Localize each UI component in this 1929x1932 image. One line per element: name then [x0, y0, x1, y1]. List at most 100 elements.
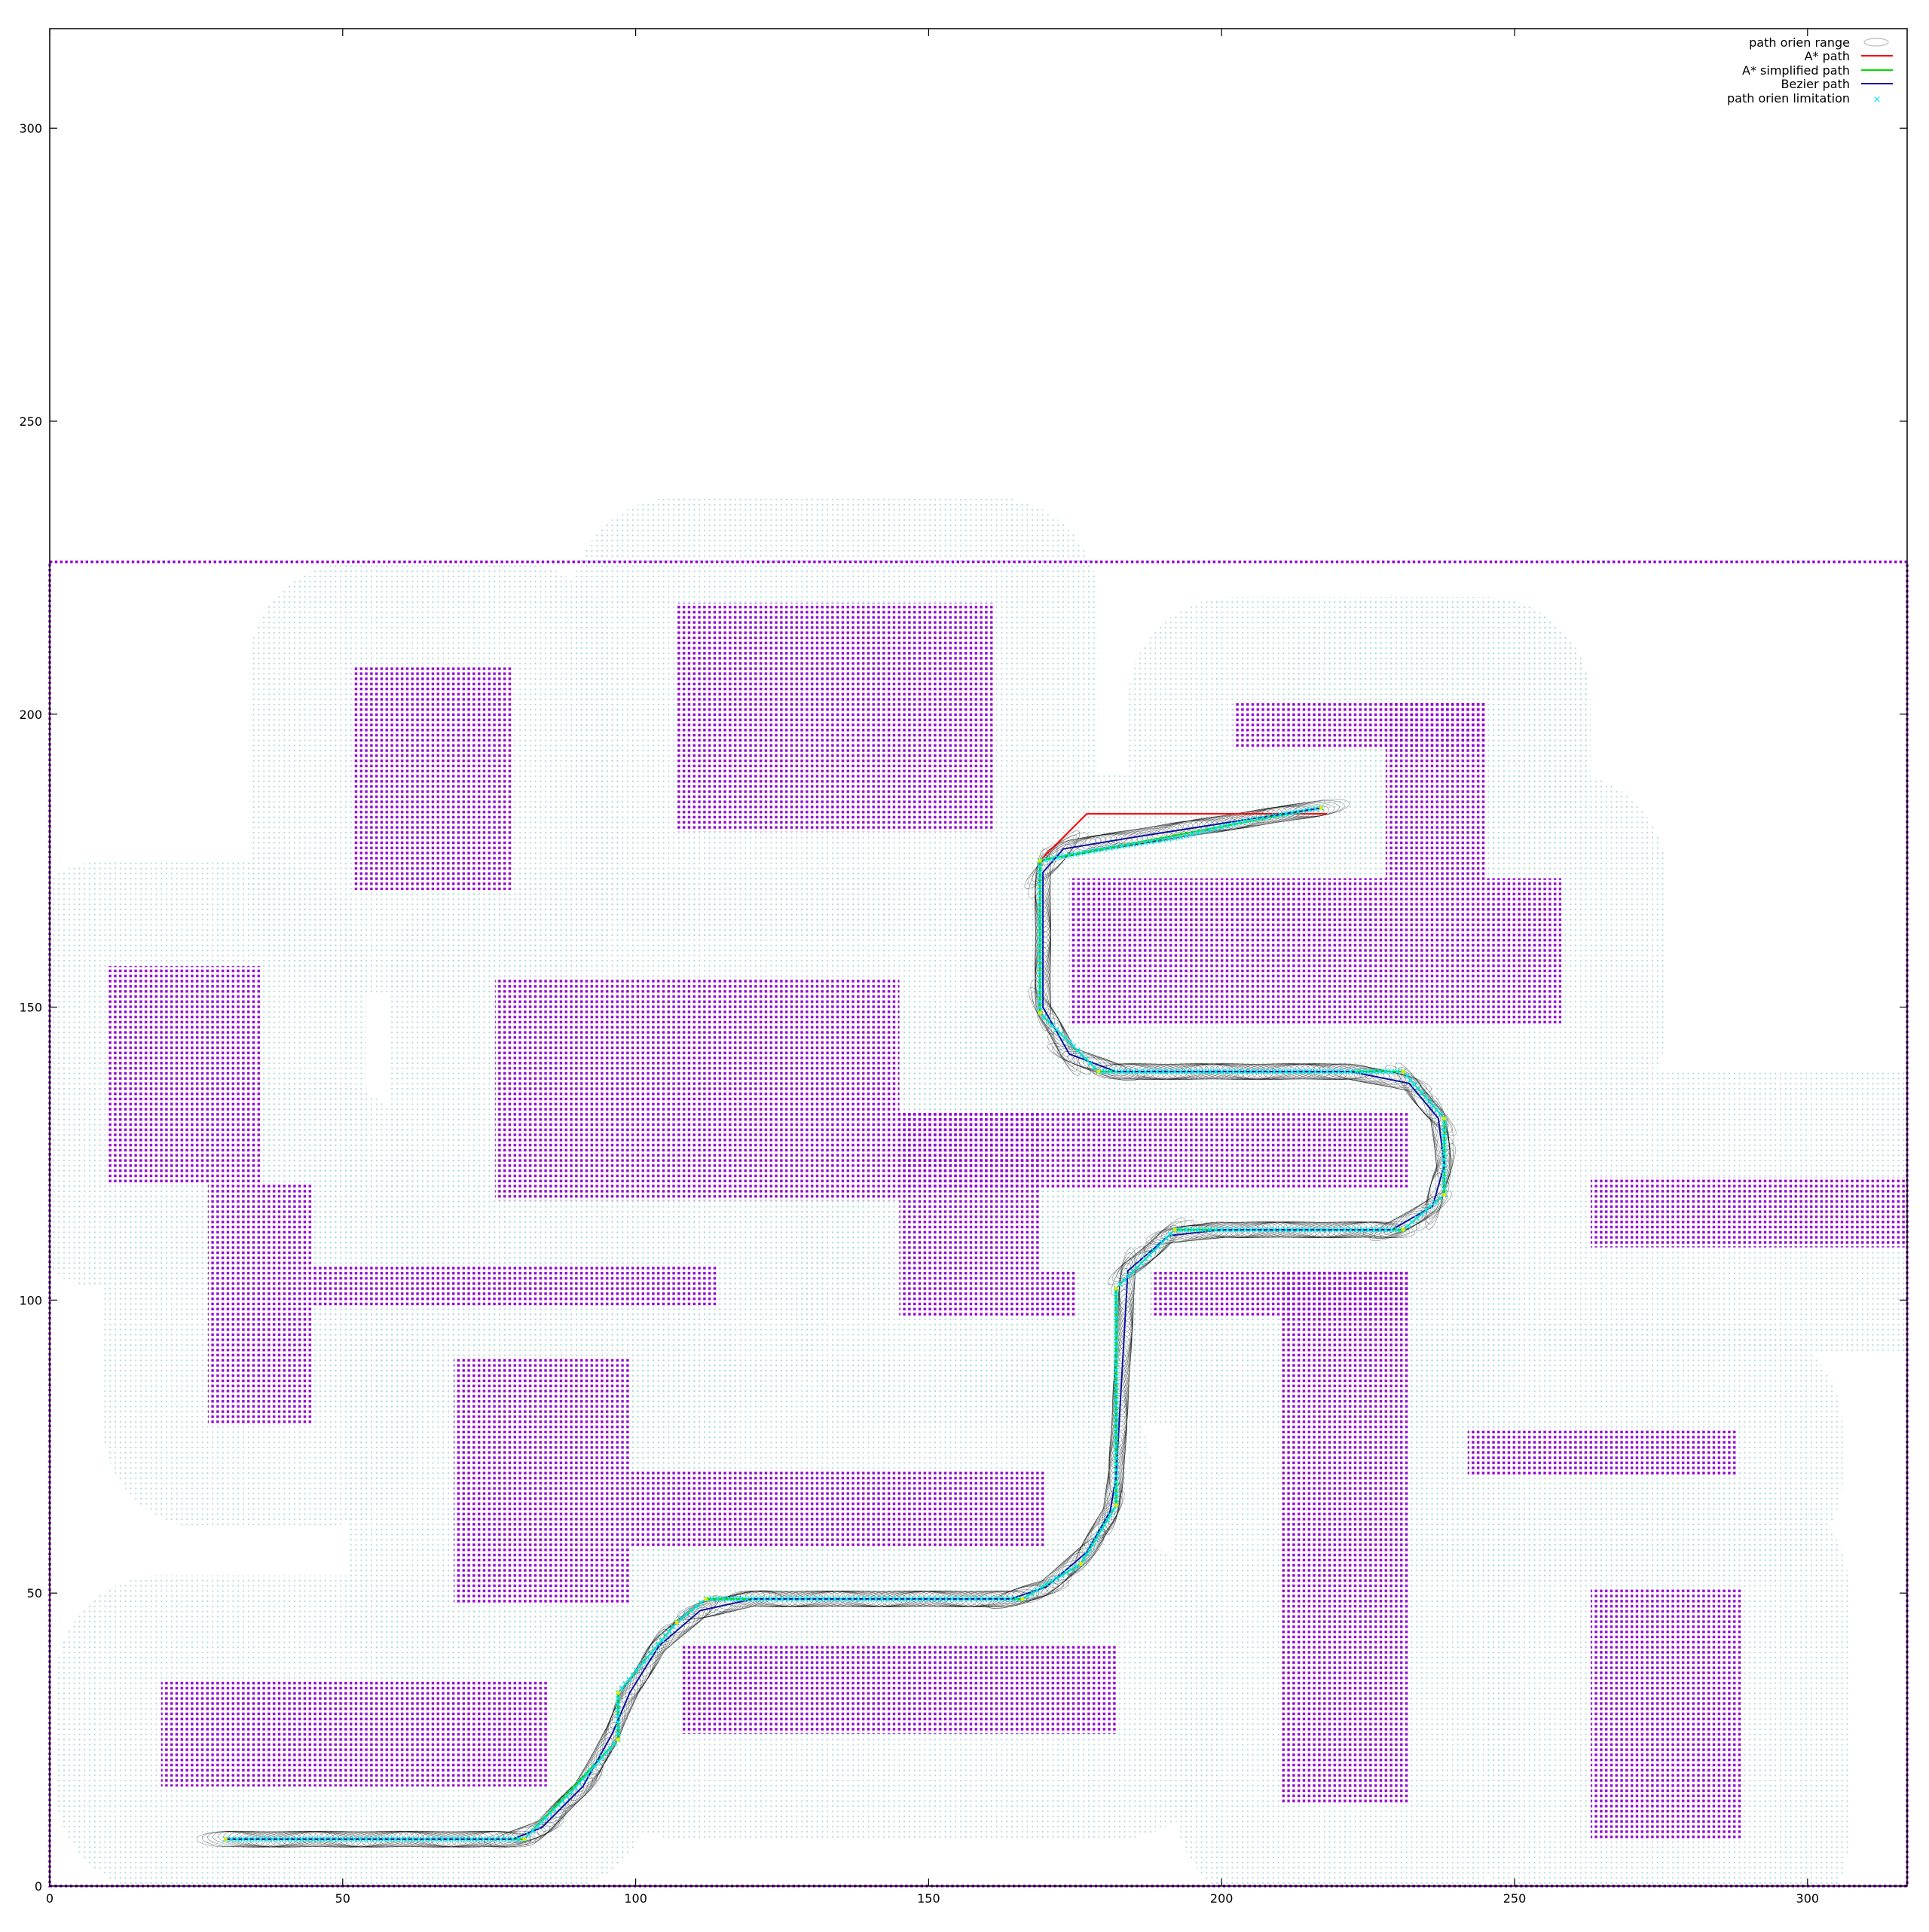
obstacle-block [160, 1680, 548, 1787]
orien-limitation-marker [1113, 1338, 1119, 1344]
orien-range-ellipse [966, 1591, 1024, 1607]
orien-range-ellipse [1431, 1105, 1450, 1163]
orien-limitation-marker [873, 1596, 879, 1602]
orien-limitation-marker [1254, 1227, 1260, 1233]
orien-range-ellipse [1357, 1221, 1415, 1238]
orien-limitation-marker [1324, 1227, 1330, 1233]
orien-limitation-marker [1283, 811, 1289, 817]
orien-limitation-marker [1377, 1068, 1383, 1075]
orien-limitation-marker [1289, 810, 1295, 816]
orien-range-ellipse [866, 1591, 924, 1607]
orien-limitation-marker [1148, 1068, 1154, 1075]
orien-limitation-marker [1324, 1068, 1330, 1075]
orien-limitation-marker [1125, 842, 1131, 848]
orien-limitation-marker [1063, 1570, 1069, 1576]
plot-frame [49, 28, 1908, 1887]
orien-limitation-marker [1289, 1227, 1295, 1233]
orien-limitation-marker [1113, 1326, 1119, 1332]
orien-limitation-marker [1295, 809, 1301, 815]
orien-limitation-marker [914, 1596, 920, 1602]
orien-limitation-marker [1102, 846, 1108, 852]
orien-limitation-marker [1271, 1068, 1277, 1075]
orien-range-ellipse [1030, 980, 1056, 1035]
orien-limitation-marker [1136, 1068, 1142, 1075]
orien-limitation-marker [1058, 1031, 1064, 1037]
orien-limitation-marker [1107, 845, 1114, 851]
waypoint-marker [1096, 1069, 1101, 1074]
legend-entry-astar-simplified-path: A* simplified path [1742, 63, 1893, 78]
orien-limitation-marker [1365, 1068, 1371, 1075]
orien-limitation-marker [1113, 1379, 1119, 1385]
orien-limitation-marker [1359, 1227, 1365, 1233]
orien-limitation-marker [1102, 1521, 1108, 1528]
y-tick-label: 250 [19, 414, 42, 429]
orien-range-ellipse [1204, 1063, 1262, 1081]
orien-limitation-marker [1049, 855, 1055, 861]
orien-range-ellipse [776, 1591, 835, 1607]
orien-limitation-marker [1037, 881, 1043, 887]
orien-limitation-marker [1107, 1068, 1114, 1075]
orien-range-ellipse [1112, 1368, 1129, 1426]
orien-limitation-marker [838, 1596, 844, 1602]
orien-limitation-marker [773, 1596, 779, 1602]
orien-limitation-marker [1113, 1297, 1119, 1303]
orien-range-ellipse [1398, 1066, 1433, 1116]
orien-limitation-marker [767, 1596, 774, 1602]
orien-limitation-marker [1265, 1227, 1271, 1233]
orien-limitation-marker [592, 1763, 598, 1769]
orien-limitation-marker [1148, 839, 1154, 845]
orien-limitation-marker [1383, 1227, 1389, 1233]
orien-limitation-marker [1053, 1027, 1059, 1033]
orien-limitation-marker [1119, 1068, 1125, 1075]
legend-entry-path-orien-limitation: path orien limitation × [1727, 91, 1881, 105]
series-path-orien-limitation [222, 805, 1448, 1842]
orien-limitation-marker [634, 1668, 640, 1674]
obstacle-block [1467, 1429, 1738, 1476]
orien-limitation-marker [1389, 1068, 1395, 1075]
orien-limitation-marker [310, 1836, 316, 1842]
orien-limitation-marker [726, 1596, 732, 1602]
orien-range-ellipse [1136, 821, 1194, 843]
orien-range-ellipse [1114, 1342, 1131, 1400]
orien-range-ellipse [1353, 1069, 1411, 1087]
orien-limitation-marker [1347, 1227, 1353, 1233]
orien-limitation-marker [1313, 1227, 1319, 1233]
orien-limitation-marker [293, 1836, 299, 1842]
orien-limitation-marker [1230, 821, 1237, 827]
orien-limitation-marker [1218, 824, 1224, 830]
orien-limitation-marker [1113, 1391, 1119, 1397]
obstacle-block [1279, 1270, 1410, 1805]
y-tick-label: 0 [35, 1879, 42, 1894]
orien-limitation-marker [1201, 1068, 1207, 1075]
orien-range-ellipse [255, 1831, 313, 1848]
orien-range-ellipse [218, 1830, 276, 1848]
orien-limitation-marker [340, 1836, 346, 1842]
orien-limitation-marker [1207, 827, 1213, 833]
orien-limitation-marker [351, 1836, 357, 1842]
x-tick-label: 150 [917, 1891, 940, 1906]
orien-limitation-marker [1066, 852, 1072, 858]
orien-range-ellipse [1111, 1383, 1128, 1442]
orien-range-ellipse [1090, 1490, 1125, 1541]
waypoint-marker [1114, 1286, 1118, 1291]
orien-limitation-marker [451, 1836, 457, 1842]
waypoint-marker [1319, 806, 1323, 810]
orien-limitation-marker [1024, 1593, 1030, 1599]
orien-limitation-marker [1419, 1090, 1425, 1096]
orien-limitation-marker [1113, 1332, 1119, 1338]
obstacle-block [454, 1359, 630, 1605]
orien-limitation-marker [492, 1836, 498, 1842]
orien-limitation-marker [1283, 1227, 1289, 1233]
orien-limitation-marker [1437, 1196, 1443, 1202]
orien-limitation-marker [1178, 1227, 1184, 1233]
orien-limitation-marker [1037, 940, 1043, 946]
orien-limitation-marker [1049, 1579, 1055, 1585]
orien-limitation-marker [1096, 1531, 1102, 1538]
orien-range-ellipse [1263, 1063, 1321, 1080]
orien-limitation-marker [891, 1596, 897, 1602]
orien-limitation-marker [1341, 1227, 1348, 1233]
orien-limitation-marker [1160, 837, 1166, 843]
orien-limitation-marker [469, 1836, 475, 1842]
orien-range-ellipse [787, 1591, 845, 1607]
orien-limitation-marker [1050, 1023, 1056, 1029]
